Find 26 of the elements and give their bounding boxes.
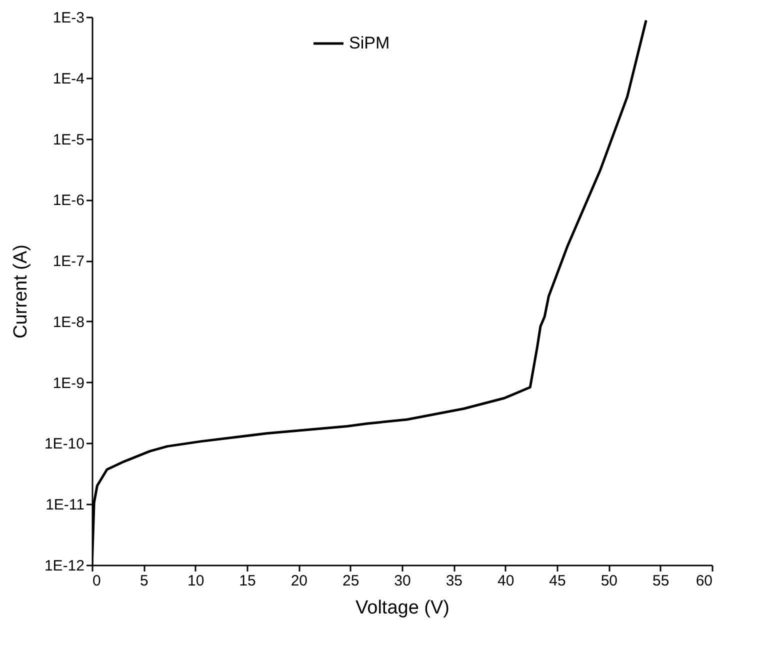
x-tick-label: 20 bbox=[290, 572, 308, 590]
x-tick-label: 45 bbox=[549, 572, 566, 590]
x-tick-label: 15 bbox=[239, 572, 256, 590]
y-tick-label: 1E-11 bbox=[46, 496, 84, 514]
y-tick-label: 1E-9 bbox=[52, 374, 84, 392]
x-tick-label: 50 bbox=[600, 572, 618, 590]
x-axis-title: Voltage (V) bbox=[356, 598, 450, 618]
x-tick-label: 30 bbox=[394, 572, 411, 590]
y-tick-label: 1E-7 bbox=[52, 253, 84, 270]
x-tick-label: 10 bbox=[187, 572, 204, 590]
legend-label: SiPM bbox=[349, 34, 390, 52]
y-axis-title: Current (A) bbox=[10, 244, 32, 338]
y-tick-label: 1E-6 bbox=[52, 192, 84, 210]
x-tick-label: 60 bbox=[696, 572, 712, 590]
x-tick-label: 5 bbox=[140, 572, 148, 590]
y-tick-label: 1E-8 bbox=[52, 314, 84, 331]
y-tick-label: 1E-12 bbox=[44, 558, 84, 574]
x-tick-label: 35 bbox=[446, 572, 463, 590]
y-tick-label: 1E-4 bbox=[52, 70, 84, 88]
y-tick-label: 1E-5 bbox=[52, 131, 84, 148]
y-tick-label: 1E-10 bbox=[44, 436, 84, 453]
y-tick-label: 1E-3 bbox=[52, 10, 84, 26]
x-tick-label: 0 bbox=[92, 572, 101, 590]
x-tick-label: 25 bbox=[342, 572, 360, 590]
x-tick-label: 40 bbox=[497, 572, 514, 590]
x-tick-label: 55 bbox=[652, 572, 670, 590]
